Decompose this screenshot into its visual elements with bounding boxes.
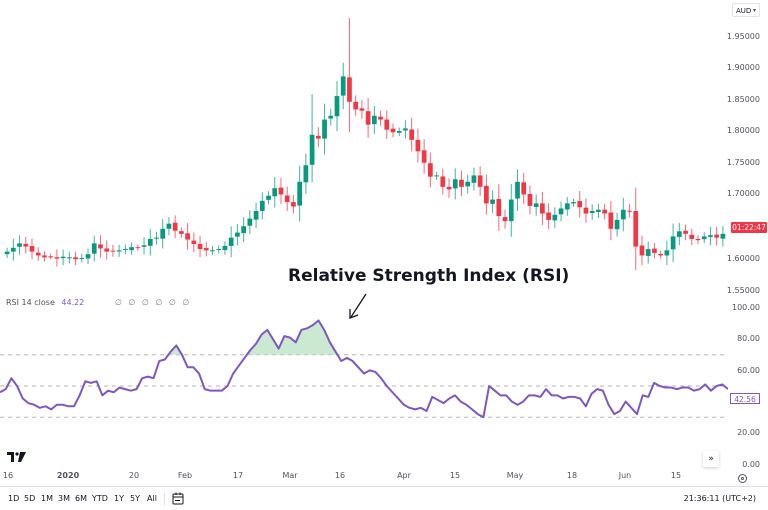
rsi-axis-label: 100.00 (732, 303, 760, 312)
time-axis-label: 15 (449, 471, 461, 480)
time-axis-label: 15 (670, 471, 682, 480)
currency-selector[interactable]: AUD ▾ (732, 3, 760, 17)
rsi-annotation-title: Relative Strength Index (RSI) (288, 266, 570, 286)
current-price-tag: 01:22:47 (731, 222, 767, 233)
time-axis-label: 18 (566, 471, 578, 480)
time-axis-label: 16 (2, 471, 14, 480)
bottom-toolbar: 1D 5D 1M 3M 6M YTD 1Y 5Y All 21:36:11 (U… (0, 486, 768, 510)
range-button-5d[interactable]: 5D (24, 494, 36, 503)
time-axis-label: 2020 (56, 471, 80, 480)
rsi-legend-value: 44.22 (61, 298, 85, 307)
rsi-axis-label: 80.00 (737, 334, 760, 343)
range-button-6m[interactable]: 6M (75, 494, 87, 503)
range-button-ytd[interactable]: YTD (92, 494, 108, 503)
time-axis-label: Jun (618, 471, 632, 480)
time-axis-label: May (506, 471, 524, 480)
rsi-axis-label: 60.00 (737, 366, 760, 375)
rsi-axis-label: 20.00 (737, 428, 760, 437)
time-axis[interactable]: 16 2020 20 Feb 17 Mar 16 Apr 15 May 18 Jun 15 (0, 471, 728, 485)
time-axis-label: 20 (128, 471, 140, 480)
range-button-1y[interactable]: 1Y (114, 494, 124, 503)
time-axis-label: Apr (397, 471, 411, 480)
rsi-legend-title: RSI 14 close (6, 298, 55, 307)
price-chart-pane[interactable] (0, 0, 728, 300)
rsi-legend-extra-values: ∅ ∅ ∅ ∅ ∅ ∅ (114, 298, 192, 307)
price-axis-label: 1.85000 (726, 95, 760, 104)
tradingview-logo-icon[interactable] (7, 452, 27, 462)
time-axis-label: Feb (177, 471, 193, 480)
price-axis-label: 1.95000 (726, 32, 760, 41)
rsi-legend[interactable]: RSI 14 close 44.22 ∅ ∅ ∅ ∅ ∅ ∅ (6, 298, 191, 307)
toolbar-divider (164, 493, 165, 506)
time-axis-label: Mar (282, 471, 298, 480)
settings-gear-icon[interactable] (738, 474, 747, 483)
rsi-axis-label: 0.00 (742, 460, 760, 469)
current-rsi-tag: 42.56 (730, 393, 760, 404)
price-axis-label: 1.90000 (726, 63, 760, 72)
time-axis-label: 17 (232, 471, 244, 480)
time-axis-label: 16 (334, 471, 346, 480)
price-axis-label: 1.80000 (726, 126, 760, 135)
scroll-to-realtime-button[interactable]: » (703, 451, 719, 467)
currency-label: AUD (736, 7, 752, 15)
price-axis-label: 1.70000 (726, 189, 760, 198)
range-button-1d[interactable]: 1D (8, 494, 20, 503)
range-button-3m[interactable]: 3M (58, 494, 70, 503)
clock-timezone[interactable]: 21:36:11 (UTC+2) (683, 494, 756, 503)
price-axis-label: 1.75000 (726, 158, 760, 167)
price-axis-label: 1.55000 (726, 286, 760, 295)
calendar-goto-date-icon[interactable] (172, 492, 184, 505)
rsi-chart-pane[interactable] (0, 300, 728, 460)
chevron-down-icon: ▾ (752, 7, 756, 14)
range-button-all[interactable]: All (147, 494, 157, 503)
annotation-arrow-icon (349, 293, 367, 319)
price-axis-label: 1.60000 (726, 254, 760, 263)
range-button-5y[interactable]: 5Y (130, 494, 140, 503)
range-button-1m[interactable]: 1M (41, 494, 53, 503)
